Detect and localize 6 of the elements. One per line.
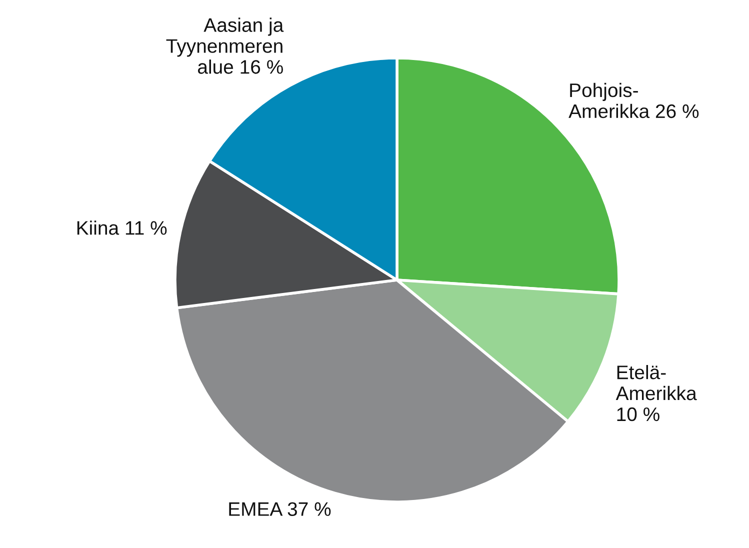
slice-label: Pohjois- Amerikka 26 % bbox=[568, 82, 699, 118]
slice-label: Etelä- Amerikka bbox=[616, 364, 697, 400]
slice-label: Kiina 11 % bbox=[77, 220, 167, 235]
slice-label: Aasian ja Tyynenmeren alue 16 % bbox=[166, 18, 284, 74]
slice-label: EMEA 37 % bbox=[229, 502, 331, 516]
data-label: 10 % bbox=[617, 407, 660, 422]
